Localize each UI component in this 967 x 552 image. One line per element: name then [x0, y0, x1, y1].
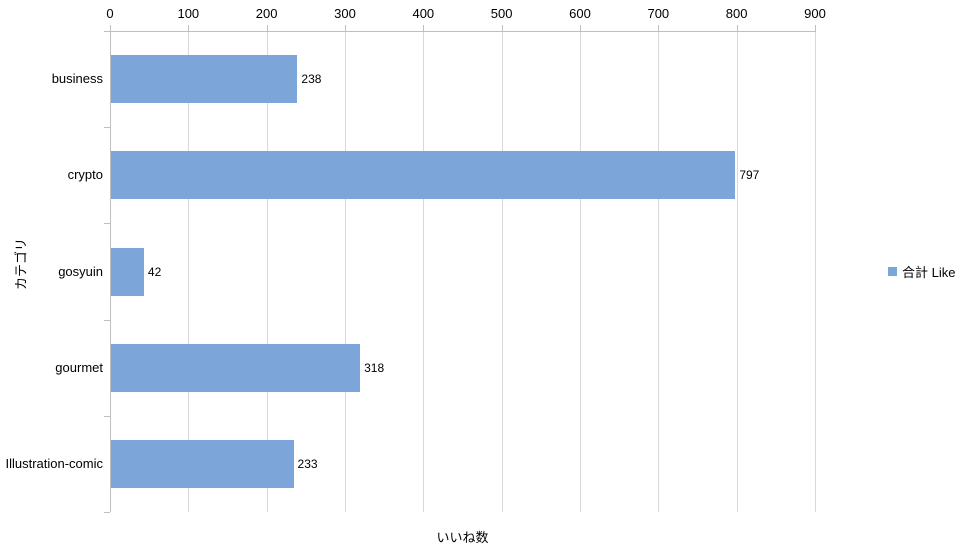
x-axis-line: [110, 31, 816, 32]
x-axis-tick-label: 100: [177, 6, 200, 21]
bar-crypto: [111, 151, 736, 200]
bar-illustration-comic: [111, 439, 294, 488]
gridline: [345, 31, 346, 512]
gridline: [266, 31, 268, 512]
x-tick-mark: [815, 25, 816, 31]
bar-gosyuin: [111, 247, 144, 296]
x-axis-title: いいね数: [436, 530, 489, 545]
category-label: gosyuin: [58, 263, 103, 279]
gridline: [188, 31, 190, 512]
x-axis-tick-label: 500: [490, 6, 513, 21]
gridline: [736, 31, 738, 512]
bar-business: [111, 55, 298, 104]
x-axis-tick-label: 400: [412, 6, 435, 21]
category-label: crypto: [67, 167, 103, 183]
y-tick-mark: [104, 512, 110, 513]
bar-gourmet: [111, 343, 361, 392]
y-tick-mark: [104, 223, 110, 225]
gridline: [501, 31, 503, 512]
x-axis-tick-label: 200: [255, 6, 278, 21]
x-tick-mark: [266, 25, 268, 31]
legend-series-label: 合計 Like: [902, 265, 956, 280]
y-tick-mark: [104, 415, 110, 417]
x-axis-tick-label: 0: [106, 6, 114, 21]
x-axis-tick-label: 800: [725, 6, 748, 21]
bar-value-label: 318: [364, 360, 385, 375]
x-tick-mark: [110, 25, 111, 31]
x-axis-tick-label: 300: [334, 6, 356, 21]
x-tick-mark: [345, 25, 346, 31]
x-tick-mark: [188, 25, 190, 31]
x-axis-tick-label: 900: [804, 6, 826, 21]
gridline: [580, 31, 581, 512]
bar-value-label: 42: [147, 264, 162, 279]
category-label: business: [51, 71, 103, 87]
legend: 合計 Like: [888, 262, 955, 281]
gridline: [658, 31, 660, 512]
bar-value-label: 797: [739, 168, 760, 183]
category-label: gourmet: [55, 359, 103, 375]
y-axis-line: [110, 31, 111, 512]
bar-value-label: 233: [297, 456, 318, 471]
gridline: [423, 31, 425, 512]
legend-swatch-icon: [888, 267, 897, 276]
y-tick-mark: [104, 31, 110, 32]
y-tick-mark: [104, 127, 110, 129]
x-tick-mark: [423, 25, 425, 31]
x-tick-mark: [658, 25, 660, 31]
y-tick-mark: [104, 319, 110, 321]
gridline: [815, 31, 816, 512]
x-tick-mark: [501, 25, 503, 31]
x-axis-tick-label: 700: [647, 6, 670, 21]
category-label: Illustration-comic: [5, 455, 103, 471]
x-tick-mark: [580, 25, 581, 31]
x-tick-mark: [736, 25, 738, 31]
x-axis-tick-label: 600: [569, 6, 591, 21]
bar-value-label: 238: [301, 72, 322, 87]
